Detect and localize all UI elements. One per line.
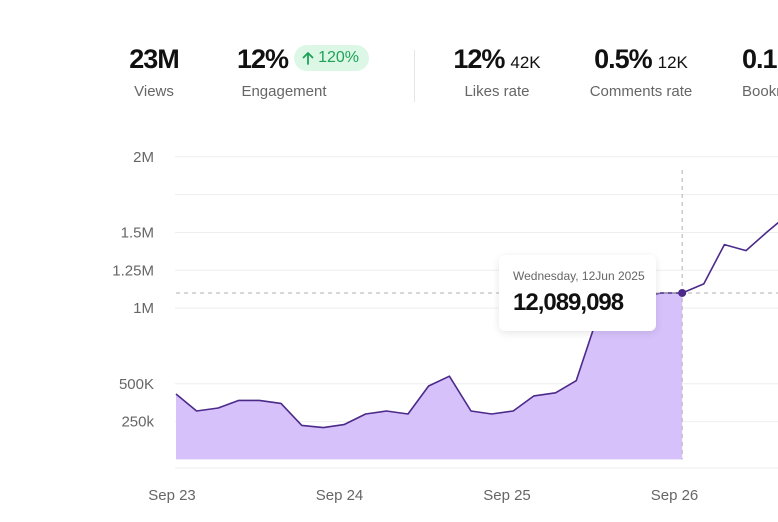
likes-rate-value: 12%	[453, 44, 505, 74]
y-tick-label: 500K	[119, 376, 154, 393]
engagement-change-badge: 120%	[294, 44, 369, 71]
views-series-line	[175, 221, 778, 429]
stat-engagement: 12% 120% Engagement	[228, 44, 378, 100]
stats-divider	[414, 50, 415, 102]
bookmarks-label: Bookm	[742, 83, 778, 100]
views-label: Views	[134, 83, 174, 100]
stat-views: 23M Views	[126, 44, 182, 100]
comments-rate-value: 0.5%	[594, 44, 653, 74]
x-tick-label: Sep 23	[148, 487, 196, 504]
y-tick-label: 2M	[133, 149, 154, 166]
x-tick-label: Sep 26	[651, 487, 699, 504]
chart-tooltip: Wednesday, 12Jun 2025 12,089,098	[499, 255, 656, 331]
y-tick-label: 1M	[133, 300, 154, 317]
arrow-up-icon	[302, 51, 314, 65]
stat-bookmarks: 0.1 Bookm	[742, 44, 778, 100]
x-tick-label: Sep 25	[483, 487, 531, 504]
likes-count: 42K	[510, 53, 541, 72]
y-tick-label: 250k	[121, 414, 154, 431]
y-tick-label: 1.25M	[112, 262, 154, 279]
views-value: 23M	[129, 44, 180, 74]
comments-count: 12K	[657, 53, 688, 72]
tooltip-date: Wednesday, 12Jun 2025	[513, 269, 645, 283]
comments-rate-label: Comments rate	[589, 83, 693, 100]
bookmarks-value: 0.1	[742, 44, 778, 74]
x-axis-ticks: Sep 23 Sep 24 Sep 25 Sep 26	[148, 487, 698, 504]
engagement-value: 12%	[237, 44, 289, 74]
tooltip-value: 12,089,098	[513, 289, 624, 316]
x-tick-label: Sep 24	[316, 487, 364, 504]
stat-likes-rate: 12% 42K Likes rate	[452, 44, 542, 100]
views-area-fill	[176, 293, 683, 460]
y-tick-label: 1.5M	[121, 224, 154, 241]
y-axis-ticks: 250k 500K 1M 1.25M 1.5M 2M	[112, 149, 154, 431]
engagement-change-value: 120%	[318, 48, 359, 66]
engagement-label: Engagement	[241, 83, 327, 100]
likes-rate-label: Likes rate	[464, 83, 530, 100]
highlight-point[interactable]	[678, 288, 687, 297]
stat-comments-rate: 0.5% 12K Comments rate	[586, 44, 696, 100]
